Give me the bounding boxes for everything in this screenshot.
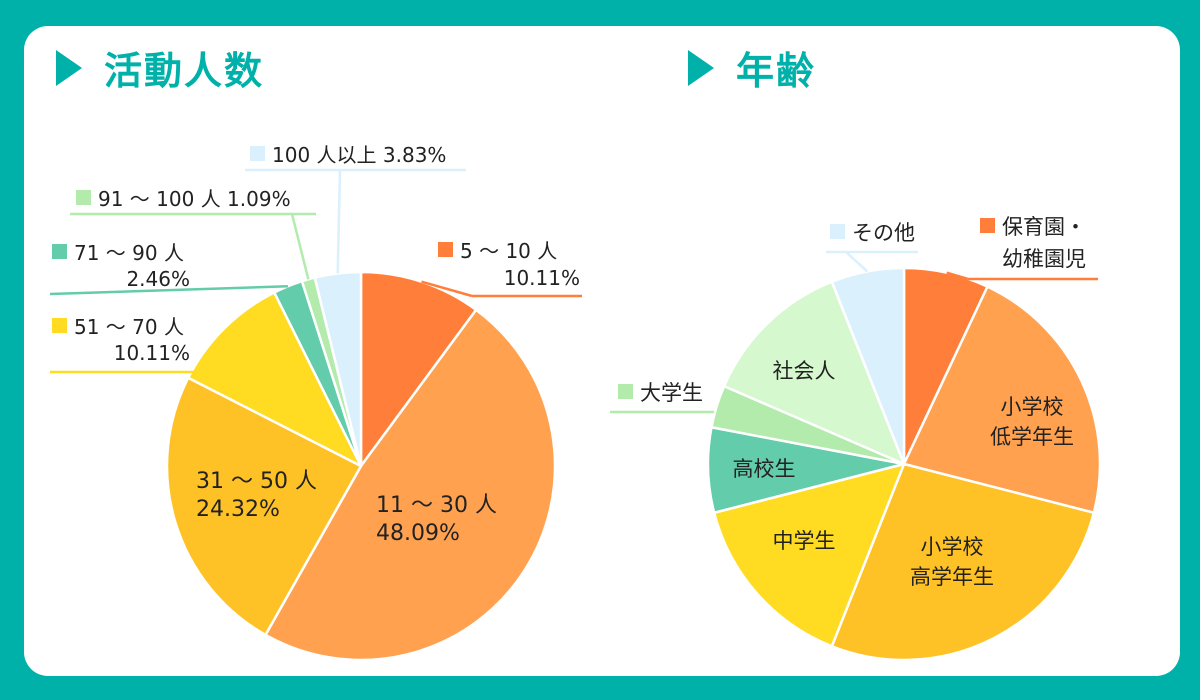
right-chart-heading: 年齢 bbox=[688, 40, 816, 95]
left-chart-heading: 活動人数 bbox=[56, 40, 264, 95]
right-slice-6-label-0: 社会人 bbox=[773, 359, 836, 383]
left-slice-1-value: 48.09% bbox=[376, 521, 460, 546]
left-slice-5-label: 91 〜 100 人 1.09% bbox=[98, 187, 291, 211]
left-pie-slice-1 bbox=[264, 308, 557, 662]
right-slice-2-label-0: 小学校 bbox=[921, 535, 984, 559]
right-slice-5-label: 大学生 bbox=[640, 381, 703, 405]
left-slice-0-value: 10.11% bbox=[504, 266, 580, 290]
right-pie-slice-2 bbox=[830, 462, 1096, 662]
right-pie-slice-7 bbox=[830, 266, 906, 466]
right-pie-slice-6 bbox=[722, 280, 906, 466]
left-chart-title: 活動人数 bbox=[104, 49, 265, 93]
right-pie-slice-1 bbox=[902, 285, 1102, 514]
left-slice-1-label: 11 〜 30 人 bbox=[376, 493, 497, 518]
left-leader-4 bbox=[49, 285, 288, 296]
left-slice-4-label: 71 〜 90 人 bbox=[74, 241, 184, 265]
play-triangle-icon bbox=[688, 49, 714, 86]
right-leader-7 bbox=[845, 251, 869, 273]
right-chart-title: 年齢 bbox=[736, 49, 817, 93]
left-slice-3-value: 10.11% bbox=[114, 341, 190, 365]
right-pie-slice-3 bbox=[712, 462, 906, 648]
play-triangle-icon bbox=[56, 49, 82, 86]
left-pie-slice-6 bbox=[313, 270, 363, 468]
left-legend-swatch-4 bbox=[52, 244, 67, 259]
left-leader-5 bbox=[290, 213, 310, 280]
left-slice-4-value: 2.46% bbox=[126, 267, 190, 291]
right-legend-swatch-0 bbox=[980, 218, 995, 233]
left-leader-6 bbox=[336, 169, 342, 274]
left-legend-swatch-5 bbox=[76, 190, 91, 205]
right-legend-swatch-5 bbox=[618, 384, 633, 399]
right-slice-3-label-0: 中学生 bbox=[773, 529, 836, 553]
left-legend-swatch-0 bbox=[438, 242, 453, 257]
left-legend-swatch-3 bbox=[52, 318, 67, 333]
right-slice-4-label-0: 高校生 bbox=[733, 457, 796, 481]
right-leader-0 bbox=[946, 271, 969, 281]
left-slice-2-value: 24.32% bbox=[196, 497, 280, 522]
left-slice-0-label: 5 〜 10 人 bbox=[460, 239, 557, 263]
left-pie-slice-0 bbox=[359, 270, 478, 468]
right-slice-7-label: その他 bbox=[852, 221, 915, 245]
left-slice-2-label: 31 〜 50 人 bbox=[196, 469, 317, 494]
right-slice-0-label-1: 幼稚園児 bbox=[1002, 247, 1086, 271]
left-legend-swatch-6 bbox=[250, 146, 265, 161]
right-slice-1-label-0: 小学校 bbox=[1001, 395, 1064, 419]
right-slice-2-label-1: 高学年生 bbox=[910, 565, 994, 589]
right-slice-1-label-1: 低学年生 bbox=[990, 425, 1074, 449]
left-slice-3-label: 51 〜 70 人 bbox=[74, 315, 184, 339]
left-slice-6-label: 100 人以上 3.83% bbox=[272, 143, 446, 167]
right-legend-swatch-7 bbox=[830, 224, 845, 239]
left-leader-0 bbox=[421, 280, 473, 298]
right-slice-0-label-0: 保育園・ bbox=[1002, 215, 1086, 239]
